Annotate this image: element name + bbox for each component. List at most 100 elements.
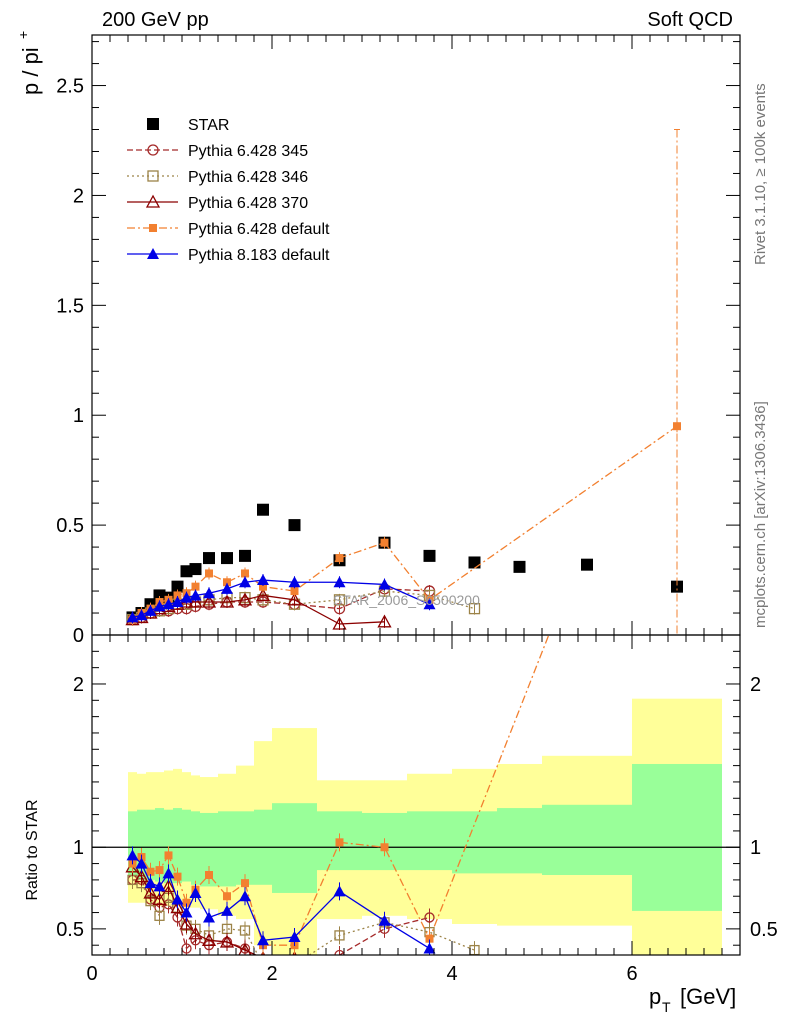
ratio-point xyxy=(134,869,149,883)
ratio-uncertainty-bands xyxy=(92,698,740,955)
ratio-point xyxy=(335,838,344,847)
data-point xyxy=(673,422,681,431)
data-point xyxy=(380,538,389,547)
band-inner xyxy=(236,811,254,885)
data-point xyxy=(333,576,346,588)
band-inner xyxy=(407,811,452,871)
axis-ticks: 00.511.522.50 2 4 60.5 0.51 12 2 xyxy=(56,35,778,985)
legend-entry-pythia-8-183-default: Pythia 8.183 default xyxy=(127,247,330,264)
ratio-point xyxy=(205,871,213,879)
data-point xyxy=(205,569,213,578)
data-point xyxy=(173,591,182,600)
band-inner xyxy=(191,811,200,885)
ratio-point xyxy=(223,892,231,901)
data-point xyxy=(377,614,392,628)
ratio-point xyxy=(333,885,346,897)
ratio-point xyxy=(378,914,391,926)
legend-label: STAR xyxy=(188,117,229,134)
ratio-point xyxy=(201,932,217,946)
svg-text:[GeV]: [GeV] xyxy=(680,984,736,1009)
data-point xyxy=(189,563,202,576)
data-point xyxy=(237,592,253,606)
ratio-point xyxy=(173,872,182,881)
data-point xyxy=(135,609,148,621)
ratio-point xyxy=(171,893,184,905)
legend-entry-pythia-6-428-default: Pythia 6.428 default xyxy=(127,221,330,238)
data-point xyxy=(239,576,251,588)
data-point xyxy=(513,560,526,573)
legend-marker xyxy=(149,224,157,232)
data-point xyxy=(255,588,271,602)
band-inner xyxy=(200,812,218,887)
main-ytick-label: 1 xyxy=(73,405,84,427)
ratio-point xyxy=(146,867,155,876)
data-point xyxy=(423,549,436,562)
legend-label: Pythia 6.428 345 xyxy=(188,143,308,160)
data-point xyxy=(257,503,269,516)
ratio-point xyxy=(238,942,252,955)
ratio-point xyxy=(423,942,436,954)
ratio-ytick-label-right: 0.5 xyxy=(750,919,778,941)
data-point xyxy=(335,554,344,563)
band-inner xyxy=(497,808,542,874)
header-right: Soft QCD xyxy=(647,9,733,31)
data-point xyxy=(287,592,302,606)
data-point xyxy=(180,591,193,603)
band-inner xyxy=(137,809,146,880)
ratio-point xyxy=(424,912,435,923)
ratio-point xyxy=(164,851,173,860)
data-point xyxy=(201,594,217,608)
data-point xyxy=(288,576,301,588)
ratio-point xyxy=(380,843,389,852)
xtick-label: 2 xyxy=(266,963,277,985)
ratio-point xyxy=(290,960,299,969)
data-point xyxy=(223,578,231,587)
xtick-label: 6 xyxy=(626,963,637,985)
svg-text:p / pi: p / pi xyxy=(18,47,43,95)
ratio-point xyxy=(241,879,249,888)
xtick-label: 4 xyxy=(446,963,457,985)
ratio-ytick-label: 2 xyxy=(73,674,84,696)
ratio-line xyxy=(132,854,430,950)
data-point xyxy=(188,594,203,608)
main-ytick-label: 1.5 xyxy=(56,295,84,317)
ratio-point xyxy=(161,879,176,893)
band-inner xyxy=(128,811,137,877)
ratio-point xyxy=(152,892,167,906)
ratio-ytick-label: 1 xyxy=(73,837,84,859)
ratio-point xyxy=(334,930,345,941)
data-point xyxy=(171,596,184,608)
band-inner xyxy=(272,803,317,893)
side-text-site: mcplots.cern.ch [arXiv:1306.3436] xyxy=(752,401,769,628)
data-point xyxy=(241,569,249,578)
ratio-point xyxy=(188,926,203,940)
band-inner xyxy=(146,809,155,880)
ratio-point xyxy=(288,931,301,943)
band-inner xyxy=(542,804,632,875)
series-line xyxy=(132,425,678,621)
legend-label: Pythia 6.428 346 xyxy=(188,169,308,186)
legend-entry-pythia-6-428-370: Pythia 6.428 370 xyxy=(127,194,308,212)
data-point xyxy=(219,594,235,608)
ratio-point xyxy=(154,910,165,921)
ratio-point xyxy=(290,960,299,969)
band-inner xyxy=(155,808,164,882)
data-point xyxy=(259,582,267,591)
svg-text:+: + xyxy=(15,31,31,39)
data-point xyxy=(333,594,346,606)
ratio-ytick-label-right: 1 xyxy=(750,837,761,859)
ratio-point xyxy=(203,911,215,923)
legend-entry-pythia-6-428-346: Pythia 6.428 346 xyxy=(127,169,308,186)
data-point xyxy=(221,552,233,565)
ratio-point xyxy=(182,898,191,907)
svg-text:T: T xyxy=(662,999,671,1015)
ratio-point xyxy=(135,857,148,869)
watermark: STAR_2006_S6500200 xyxy=(333,592,480,608)
legend-marker xyxy=(147,170,159,182)
data-point xyxy=(153,600,166,612)
series-line xyxy=(132,579,430,619)
ratio-point xyxy=(180,906,193,918)
ratio-point xyxy=(162,867,175,879)
band-inner xyxy=(182,809,191,882)
ratio-ytick-label: 0.5 xyxy=(56,919,84,941)
